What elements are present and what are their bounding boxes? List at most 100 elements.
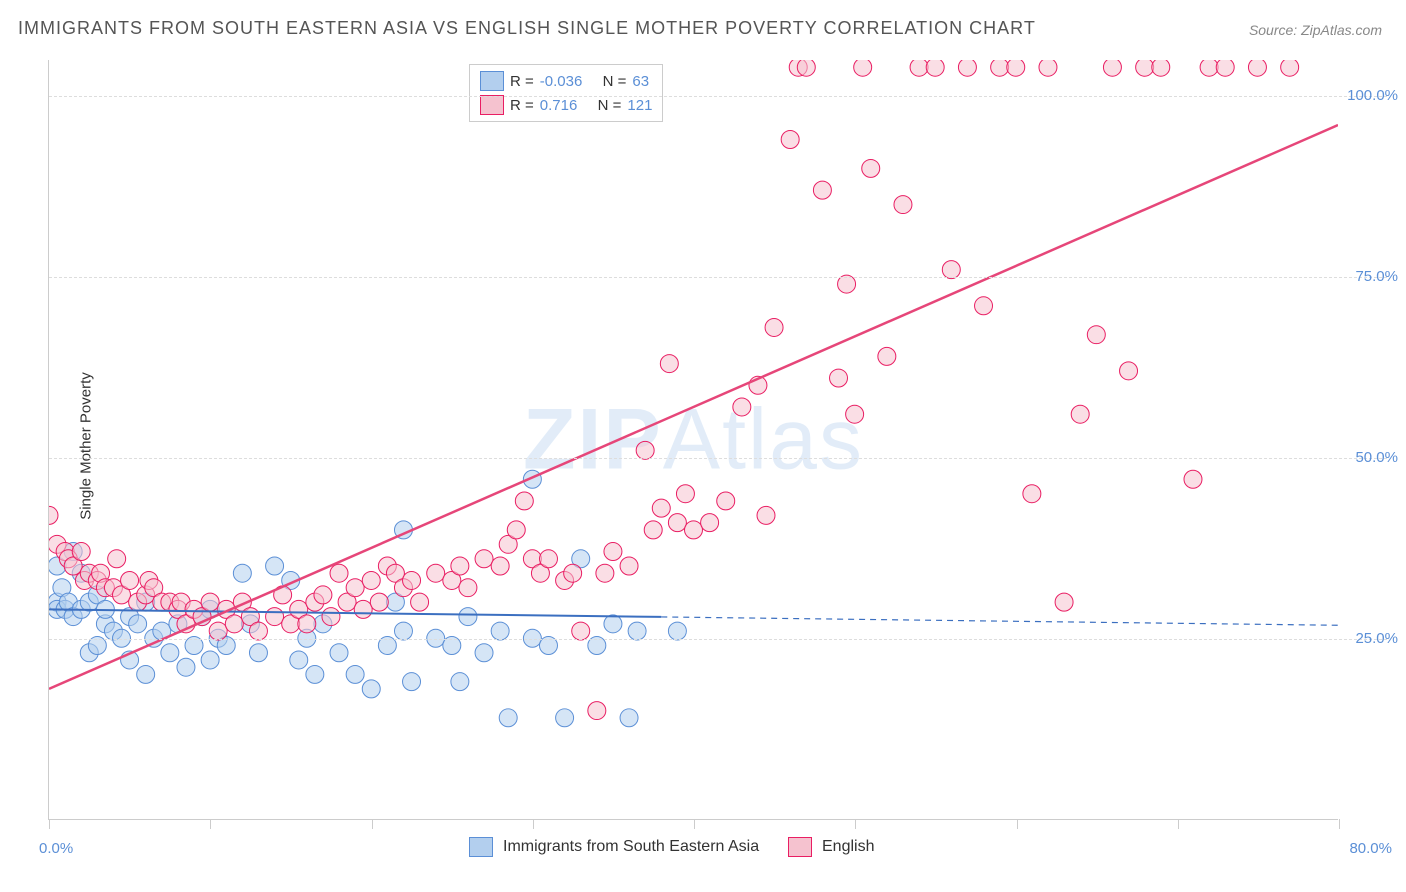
scatter-point xyxy=(781,131,799,149)
scatter-point xyxy=(1281,60,1299,76)
scatter-point xyxy=(346,665,364,683)
scatter-point xyxy=(636,441,654,459)
scatter-point xyxy=(515,492,533,510)
scatter-point xyxy=(604,543,622,561)
scatter-point xyxy=(539,550,557,568)
stat-r-0: -0.036 xyxy=(540,73,583,90)
y-tick-label: 25.0% xyxy=(1355,630,1398,647)
trend-line-dashed xyxy=(661,617,1338,625)
scatter-point xyxy=(475,644,493,662)
scatter-point xyxy=(298,615,316,633)
scatter-point xyxy=(354,600,372,618)
scatter-point xyxy=(733,398,751,416)
scatter-point xyxy=(1248,60,1266,76)
scatter-point xyxy=(991,60,1009,76)
scatter-point xyxy=(564,564,582,582)
scatter-point xyxy=(676,485,694,503)
x-tick-label-left: 0.0% xyxy=(39,840,73,857)
gridline-h xyxy=(49,96,1387,97)
scatter-point xyxy=(685,521,703,539)
scatter-point xyxy=(942,261,960,279)
scatter-point xyxy=(620,557,638,575)
scatter-point xyxy=(290,651,308,669)
scatter-point xyxy=(878,347,896,365)
scatter-point xyxy=(459,579,477,597)
scatter-point xyxy=(177,658,195,676)
scatter-point xyxy=(72,543,90,561)
scatter-point xyxy=(362,571,380,589)
scatter-point xyxy=(266,608,284,626)
scatter-point xyxy=(1103,60,1121,76)
scatter-point xyxy=(854,60,872,76)
scatter-point xyxy=(403,673,421,691)
scatter-point xyxy=(108,550,126,568)
scatter-point xyxy=(668,514,686,532)
scatter-point xyxy=(233,564,251,582)
scatter-point xyxy=(161,644,179,662)
scatter-point xyxy=(249,644,267,662)
scatter-point xyxy=(830,369,848,387)
scatter-point xyxy=(201,593,219,611)
stat-label-n: N = xyxy=(603,73,627,90)
scatter-point xyxy=(346,579,364,597)
gridline-h xyxy=(49,277,1387,278)
gridline-h xyxy=(49,639,1387,640)
scatter-point xyxy=(894,196,912,214)
scatter-point xyxy=(652,499,670,517)
scatter-point xyxy=(556,709,574,727)
scatter-point xyxy=(620,709,638,727)
scatter-point xyxy=(660,355,678,373)
scatter-point xyxy=(757,506,775,524)
scatter-point xyxy=(910,60,928,76)
scatter-point xyxy=(1152,60,1170,76)
swatch-series-0 xyxy=(480,71,504,91)
x-tick xyxy=(210,819,211,829)
x-tick xyxy=(1178,819,1179,829)
scatter-point xyxy=(572,622,590,640)
scatter-point xyxy=(862,159,880,177)
scatter-point xyxy=(507,521,525,539)
scatter-point xyxy=(427,564,445,582)
scatter-point xyxy=(1039,60,1057,76)
scatter-point xyxy=(1007,60,1025,76)
x-tick xyxy=(49,819,50,829)
scatter-point xyxy=(1120,362,1138,380)
scatter-point xyxy=(362,680,380,698)
x-tick xyxy=(533,819,534,829)
scatter-point xyxy=(49,506,58,524)
legend-bottom: Immigrants from South Eastern Asia Engli… xyxy=(469,837,874,857)
y-tick-label: 100.0% xyxy=(1347,87,1398,104)
scatter-point xyxy=(403,571,421,589)
scatter-point xyxy=(499,709,517,727)
stat-label-r: R = xyxy=(510,97,534,114)
x-tick-label-right: 80.0% xyxy=(1349,840,1392,857)
scatter-point xyxy=(475,550,493,568)
x-tick xyxy=(1017,819,1018,829)
chart-title: IMMIGRANTS FROM SOUTH EASTERN ASIA VS EN… xyxy=(18,18,1036,39)
scatter-point xyxy=(1184,470,1202,488)
scatter-point xyxy=(1216,60,1234,76)
scatter-point xyxy=(322,608,340,626)
stat-n-0: 63 xyxy=(632,73,649,90)
scatter-point xyxy=(129,615,147,633)
stat-r-1: 0.716 xyxy=(540,97,578,114)
scatter-point xyxy=(314,586,332,604)
scatter-point xyxy=(1200,60,1218,76)
scatter-point xyxy=(451,673,469,691)
swatch-bottom-0 xyxy=(469,837,493,857)
scatter-point xyxy=(668,622,686,640)
legend-label-0: Immigrants from South Eastern Asia xyxy=(503,838,759,856)
scatter-point xyxy=(266,557,284,575)
stat-label-n: N = xyxy=(598,97,622,114)
scatter-point xyxy=(644,521,662,539)
scatter-point xyxy=(1023,485,1041,503)
scatter-point xyxy=(330,644,348,662)
scatter-point xyxy=(137,665,155,683)
scatter-point xyxy=(330,564,348,582)
scatter-point xyxy=(926,60,944,76)
scatter-point xyxy=(121,571,139,589)
stat-n-1: 121 xyxy=(627,97,652,114)
swatch-bottom-1 xyxy=(788,837,812,857)
scatter-point xyxy=(1136,60,1154,76)
trend-line xyxy=(49,125,1338,689)
